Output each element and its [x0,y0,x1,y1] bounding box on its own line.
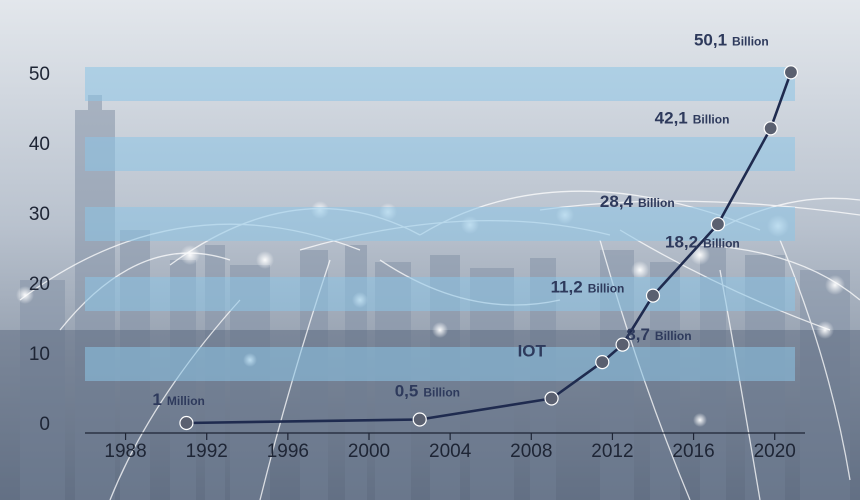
x-tick-label-1988: 1988 [104,441,146,462]
data-label-value: IOT [518,342,547,361]
data-point-2 [544,391,559,406]
data-points-layer [179,65,799,431]
data-label-value: 42,1 [655,108,688,127]
data-label-unit: Billion [655,329,692,343]
grid-band-10 [85,347,795,381]
y-tick-label-50: 50 [29,64,50,85]
data-label-value: 18,2 [665,233,698,252]
data-label-value: 50,1 [694,30,727,49]
data-point-7 [763,121,778,136]
grid-bands [85,67,795,381]
data-label-value: 8,7 [626,325,650,344]
data-label-unit: Billion [588,282,625,296]
grid-band-20 [85,277,795,311]
x-tick-label-2004: 2004 [429,441,472,462]
data-label-value: 28,4 [600,192,634,211]
y-tick-label-20: 20 [29,274,50,295]
axis-ticks-layer: 0 10 20 30 40 50 1988 1992 1996 2000 2004 2008 2012 2… [29,64,805,462]
data-label-unit: Billion [693,112,730,126]
data-point-1 [412,412,427,427]
x-tick-label-1996: 1996 [267,441,309,462]
data-label-7: 42,1 Billion [655,108,730,127]
data-label-3: 8,7 Billion [626,325,691,344]
grid-band-40 [85,137,795,171]
data-point-3 [595,355,610,370]
x-tick-label-2000: 2000 [348,441,390,462]
data-label-unit: Billion [638,196,675,210]
y-tick-label-10: 10 [29,344,50,365]
data-label-5: 18,2 Billion [665,233,740,252]
data-label-value: 1 [152,390,161,409]
data-labels-layer: 1 Million 0,5 Billion IOT 8,7 Billion 11,2 Billi… [152,30,768,409]
data-label-6: 28,4 Billion [600,192,675,211]
x-tick-label-2020: 2020 [754,441,796,462]
data-label-unit: Million [167,394,205,408]
data-point-4 [615,337,630,352]
x-tick-label-1992: 1992 [186,441,228,462]
x-tick-label-2008: 2008 [510,441,552,462]
data-label-4: 11,2 Billion [551,278,625,297]
x-tick-label-2016: 2016 [672,441,714,462]
y-tick-label-30: 30 [29,204,50,225]
data-label-unit: Billion [423,386,460,400]
data-label-8: 50,1 Billion [694,30,769,49]
data-point-5 [645,288,661,303]
data-point-8 [783,65,799,80]
data-point-0 [179,415,194,431]
data-point-6 [710,217,726,232]
data-label-1: 0,5 Billion [395,382,460,401]
data-label-0: 1 Million [152,390,204,409]
x-tick-label-2012: 2012 [591,441,633,462]
data-label-value: 0,5 [395,382,419,401]
data-label-unit: Billion [732,34,769,48]
grid-band-50 [85,67,795,101]
y-tick-label-40: 40 [29,134,50,155]
data-label-value: 11,2 [551,278,583,297]
y-tick-label-0: 0 [39,414,50,435]
data-label-unit: Billion [703,237,740,251]
grid-band-30 [85,207,795,241]
data-label-2: IOT [518,342,547,361]
